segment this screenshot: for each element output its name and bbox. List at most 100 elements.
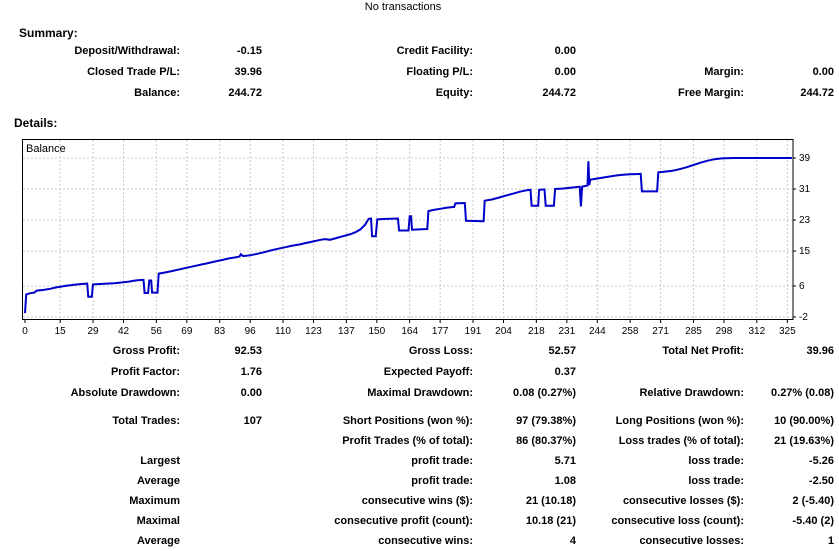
y-axis-label: 23 [799, 215, 811, 226]
value-cell [180, 431, 262, 451]
value-cell: 5.71 [554, 455, 576, 467]
value-cell: 21 (10.18) [525, 495, 576, 507]
value-cell: 244.72 [800, 86, 834, 99]
x-axis-label: 231 [558, 326, 575, 337]
stats-row: Maximum consecutive wins ($): 21 (10.18)… [0, 491, 834, 511]
label-cell: Relative Drawdown: [639, 386, 744, 399]
x-axis-label: 96 [245, 326, 257, 337]
x-axis-label: 83 [214, 326, 226, 337]
value-cell: 0.27% (0.08) [771, 386, 834, 399]
label-cell: consecutive profit (count): [334, 515, 473, 527]
stats-row: Average profit trade: 1.08 loss trade: -… [0, 471, 834, 491]
y-axis-label: -2 [799, 312, 808, 323]
label-cell: Absolute Drawdown: [70, 386, 180, 399]
value-cell: 39.96 [806, 344, 834, 357]
value-cell: 107 [243, 414, 262, 427]
label-cell: Gross Loss: [408, 344, 473, 357]
summary-row: Balance: 244.72 Equity: 244.72 Free Marg… [0, 82, 834, 103]
label-cell: loss trade: [688, 455, 744, 467]
label-cell: Balance: [134, 86, 180, 99]
value-cell [180, 471, 262, 491]
value-cell: 10.18 (21) [525, 515, 576, 527]
summary-row: Closed Trade P/L: 39.96 Floating P/L: 0.… [0, 61, 834, 82]
label-cell: Closed Trade P/L: [87, 65, 180, 78]
x-axis-label: 325 [779, 326, 796, 337]
x-axis-label: 15 [55, 326, 67, 337]
stats-row: Average consecutive wins: 4 consecutive … [0, 531, 834, 551]
value-cell: -0.15 [236, 44, 262, 57]
label-cell: profit trade: [411, 455, 473, 467]
stats-row: Profit Trades (% of total): 86 (80.37%) … [0, 431, 834, 451]
x-axis-label: 298 [716, 326, 733, 337]
label-cell: Expected Payoff: [383, 365, 473, 378]
label-cell: consecutive wins: [378, 535, 473, 547]
value-cell: -5.40 (2) [792, 515, 834, 527]
value-cell: -2.50 [808, 475, 834, 487]
x-axis-label: 137 [338, 326, 355, 337]
x-axis-label: 56 [151, 326, 163, 337]
label-cell: Average [136, 475, 180, 487]
value-cell [744, 40, 834, 61]
value-cell: 0.08 (0.27%) [513, 386, 576, 399]
y-axis-label: 6 [799, 281, 805, 292]
stats-row: Total Trades: 107 Short Positions (won %… [0, 410, 834, 431]
value-cell: 92.53 [234, 344, 262, 357]
x-axis-label: 244 [589, 326, 606, 337]
balance-chart-svg: 0 15 29 42 56 69 83 96 110 123 137 150 164 177 191 204 2… [22, 139, 811, 337]
value-cell: 244.72 [542, 86, 576, 99]
label-cell: consecutive losses ($): [622, 495, 744, 507]
spacer-row [0, 403, 834, 410]
label-cell: Loss trades (% of total): [618, 435, 744, 447]
x-axis-label: 69 [181, 326, 193, 337]
y-axis-label: 39 [799, 153, 811, 164]
stats-row: Maximal consecutive profit (count): 10.1… [0, 511, 834, 531]
label-cell: loss trade: [688, 475, 744, 487]
details-heading: Details: [14, 116, 58, 130]
value-cell: 1 [827, 535, 834, 547]
value-cell: 0.00 [240, 386, 262, 399]
label-cell [576, 361, 744, 382]
y-axis-label: 15 [799, 246, 811, 257]
value-cell: 52.57 [548, 344, 576, 357]
value-cell: -5.26 [808, 455, 834, 467]
label-cell: consecutive wins ($): [361, 495, 473, 507]
label-cell: Largest [140, 455, 180, 467]
label-cell: profit trade: [411, 475, 473, 487]
label-cell: Total Net Profit: [662, 344, 744, 357]
value-cell: 0.00 [812, 65, 834, 78]
x-axis-label: 164 [401, 326, 418, 337]
value-cell: 86 (80.37%) [516, 435, 576, 447]
summary-heading: Summary: [19, 26, 78, 40]
chart-series-label: Balance [26, 143, 66, 155]
x-axis-label: 204 [495, 326, 512, 337]
label-cell: Average [136, 535, 180, 547]
label-cell: Long Positions (won %): [615, 414, 744, 427]
balance-series-line [24, 157, 792, 314]
value-cell: 1.76 [240, 365, 262, 378]
x-axis-label: 191 [465, 326, 482, 337]
x-axis-label: 42 [118, 326, 130, 337]
x-axis-label: 271 [652, 326, 669, 337]
label-cell: Total Trades: [112, 414, 180, 427]
x-axis-label: 0 [22, 326, 28, 337]
value-cell: 244.72 [228, 86, 262, 99]
summary-table: Deposit/Withdrawal: -0.15 Credit Facilit… [0, 40, 834, 103]
value-cell: 1.08 [554, 475, 576, 487]
value-cell: 39.96 [234, 65, 262, 78]
value-cell: 0.37 [554, 365, 576, 378]
value-cell: 21 (19.63%) [774, 435, 834, 447]
value-cell: 0.00 [554, 65, 576, 78]
label-cell: Maximal [136, 515, 180, 527]
x-axis-label: 285 [685, 326, 702, 337]
stats-table: Gross Profit: 92.53 Gross Loss: 52.57 To… [0, 340, 834, 551]
plot-border [22, 139, 794, 320]
value-cell: 2 (-5.40) [792, 495, 834, 507]
value-cell [180, 451, 262, 471]
label-cell: Short Positions (won %): [342, 414, 473, 427]
label-cell: Maximal Drawdown: [367, 386, 473, 399]
label-cell: Free Margin: [677, 86, 744, 99]
label-cell: Profit Factor: [110, 365, 180, 378]
value-cell [744, 361, 834, 382]
label-cell: Equity: [435, 86, 473, 99]
x-axis-label: 218 [528, 326, 545, 337]
